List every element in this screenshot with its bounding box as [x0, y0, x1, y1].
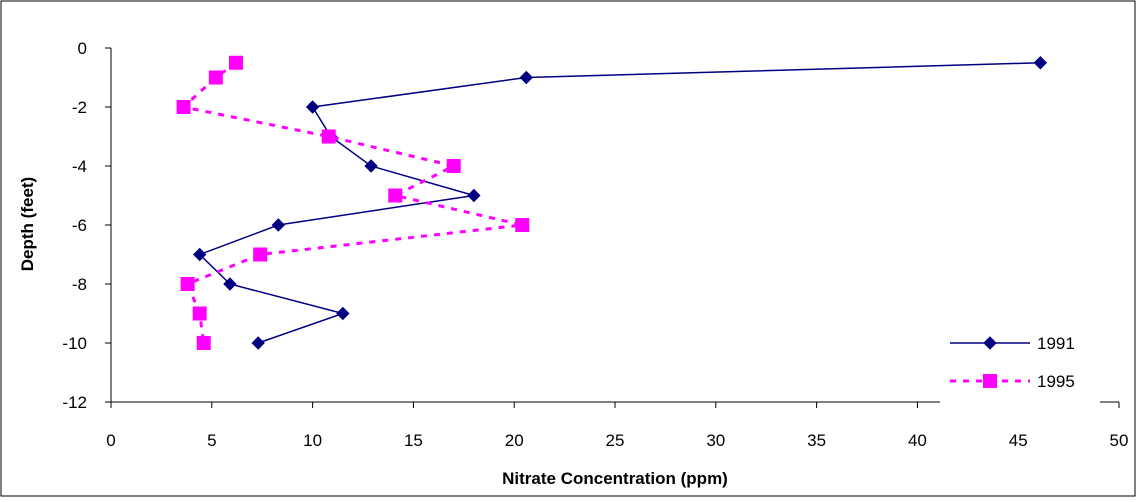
data-point-1991-10 — [251, 336, 265, 350]
x-tick-label: 15 — [404, 431, 423, 450]
series-line-1995 — [180, 61, 523, 344]
legend-box — [940, 322, 1100, 410]
data-point-1995-7 — [253, 247, 268, 262]
x-tick-label: 40 — [908, 431, 927, 450]
legend-label-1991: 1991 — [1037, 334, 1075, 353]
y-axis-title: Depth (feet) — [18, 177, 37, 271]
data-point-1995-5 — [388, 188, 403, 203]
data-point-1995-3 — [321, 129, 336, 144]
y-tick-label: -6 — [72, 216, 87, 235]
data-point-1995-0 — [228, 55, 243, 70]
y-tick-label: 0 — [78, 39, 87, 58]
data-point-1995-1 — [208, 70, 223, 85]
y-ticks: 0 -2 -4 -6 -8 -10 -12 — [62, 39, 111, 412]
x-tick-label: 35 — [807, 431, 826, 450]
legend-marker-1995 — [983, 374, 997, 388]
data-point-1995-10 — [196, 336, 211, 350]
x-tick-label: 0 — [106, 431, 115, 450]
data-point-1995-2 — [176, 100, 191, 114]
legend-marker-1991 — [983, 336, 997, 350]
data-point-1991-9 — [336, 306, 350, 321]
legend-label-1995: 1995 — [1037, 372, 1075, 391]
x-tick-label: 5 — [207, 431, 216, 450]
x-ticks: 0 5 10 15 20 25 30 35 40 45 50 — [106, 402, 1128, 450]
y-tick-label: -8 — [72, 275, 87, 294]
data-point-1991-7 — [192, 247, 207, 262]
data-point-1991-5 — [467, 188, 481, 203]
x-tick-label: 20 — [505, 431, 524, 450]
legend: 1991 1995 — [940, 322, 1100, 410]
y-tick-label: -2 — [72, 98, 87, 117]
y-tick-label: -10 — [62, 334, 87, 353]
x-tick-label: 45 — [1009, 431, 1028, 450]
x-tick-label: 25 — [606, 431, 625, 450]
y-tick-label: -4 — [72, 157, 87, 176]
series-layer — [176, 55, 1048, 350]
y-tick-label: -12 — [62, 393, 87, 412]
x-tick-label: 50 — [1110, 431, 1129, 450]
x-axis-title: Nitrate Concentration (ppm) — [502, 469, 728, 488]
data-point-1991-8 — [223, 277, 237, 291]
data-point-1995-9 — [192, 306, 207, 321]
data-point-1995-6 — [515, 218, 530, 232]
data-point-1995-8 — [180, 277, 195, 291]
x-tick-label: 10 — [303, 431, 322, 450]
data-point-1991-0 — [1033, 56, 1048, 70]
series-1995 — [176, 55, 530, 350]
x-tick-label: 30 — [706, 431, 725, 450]
data-point-1991-1 — [519, 70, 534, 85]
data-point-1991-2 — [305, 100, 320, 114]
data-point-1991-4 — [364, 159, 378, 173]
data-point-1991-6 — [271, 218, 286, 232]
data-point-1995-4 — [446, 159, 461, 173]
